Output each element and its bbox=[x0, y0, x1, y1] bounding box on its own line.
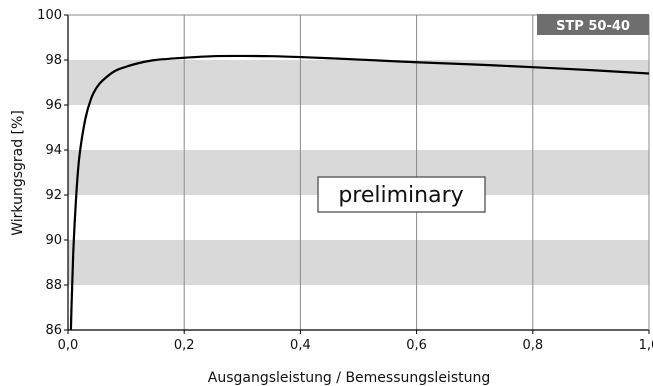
band bbox=[68, 240, 649, 285]
annotation-text: preliminary bbox=[338, 183, 463, 208]
x-tick-label: 0,2 bbox=[174, 338, 195, 353]
efficiency-curve-line bbox=[69, 54, 650, 331]
y-tick-label: 100 bbox=[37, 8, 62, 23]
annotation-box bbox=[317, 176, 486, 213]
x-tick-label: 0,8 bbox=[522, 338, 543, 353]
y-tick-label: 98 bbox=[45, 53, 62, 68]
y-tick-label: 88 bbox=[45, 278, 62, 293]
y-tick-label: 94 bbox=[45, 143, 62, 158]
model-badge-text: STP 50-40 bbox=[556, 19, 630, 34]
y-tick-label: 96 bbox=[45, 98, 62, 113]
y-tick-label: 86 bbox=[45, 323, 62, 338]
y-tick-label: 90 bbox=[45, 233, 62, 248]
x-tick-label: 0,4 bbox=[290, 338, 311, 353]
x-tick-label: 0,6 bbox=[406, 338, 427, 353]
y-tick-label: 92 bbox=[45, 188, 62, 203]
x-tick-label: 1,0 bbox=[639, 338, 653, 353]
model-badge bbox=[537, 14, 649, 35]
y-axis-title: Wirkungsgrad [%] bbox=[10, 110, 26, 236]
x-axis-title: Ausgangsleistung / Bemessungsleistung bbox=[208, 370, 490, 386]
band bbox=[68, 60, 649, 105]
x-tick-label: 0,0 bbox=[58, 338, 79, 353]
